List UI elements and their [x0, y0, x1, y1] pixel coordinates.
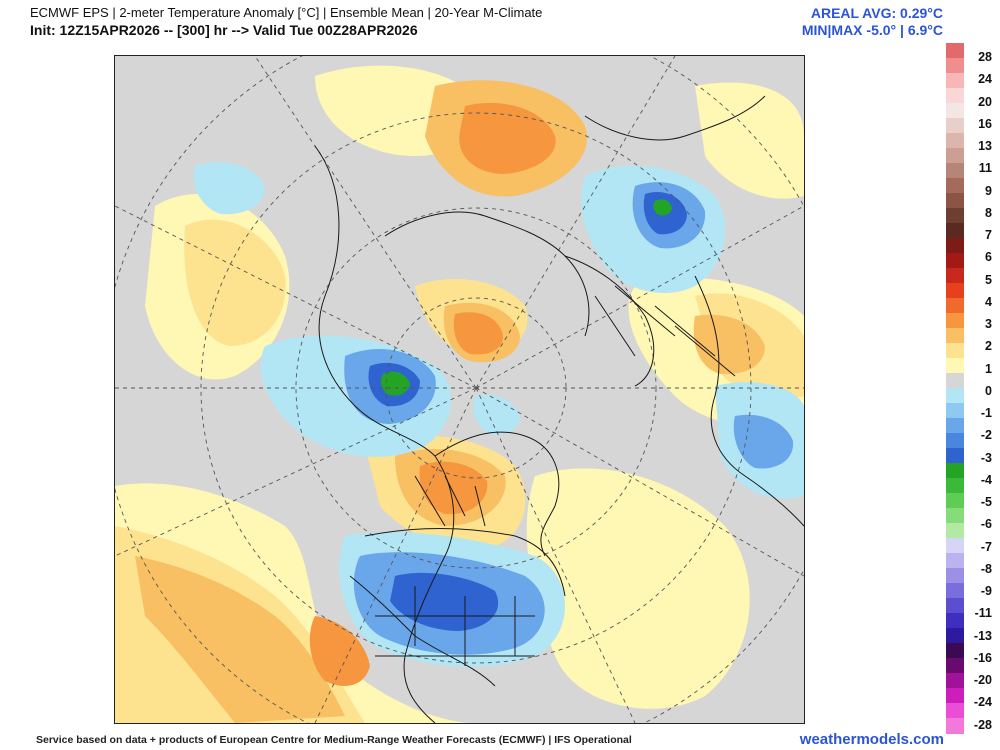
legend-label: -3 — [980, 450, 992, 465]
legend-swatch — [946, 418, 964, 434]
legend-label: 9 — [985, 183, 992, 198]
legend-label: -5 — [980, 495, 992, 510]
legend-swatch — [946, 328, 964, 344]
legend-label: 4 — [985, 294, 992, 309]
legend-swatch — [946, 178, 964, 194]
legend-label: -6 — [980, 517, 992, 532]
legend-swatch — [946, 613, 964, 629]
legend-swatch — [946, 148, 964, 164]
legend-label: -7 — [980, 539, 992, 554]
legend-swatch — [946, 298, 964, 314]
legend-label: 16 — [978, 116, 992, 131]
legend-label: -11 — [974, 606, 992, 621]
legend-swatch — [946, 718, 964, 734]
legend-swatch — [946, 358, 964, 374]
legend-swatch — [946, 343, 964, 359]
legend-swatch — [946, 583, 964, 599]
legend-swatch — [946, 388, 964, 404]
legend-swatch — [946, 448, 964, 464]
coastlines — [314, 95, 804, 723]
legend-label: 3 — [985, 317, 992, 332]
legend-label: -13 — [973, 628, 992, 643]
legend-label: -9 — [980, 584, 992, 599]
legend-swatch — [946, 208, 964, 224]
legend-swatch — [946, 118, 964, 134]
legend-swatch — [946, 313, 964, 329]
polar-stereographic-map — [115, 56, 804, 723]
legend-swatch — [946, 103, 964, 119]
legend-label: 13 — [978, 139, 992, 154]
legend-label: 20 — [978, 94, 992, 109]
legend-label: 5 — [985, 272, 992, 287]
legend-label: -28 — [973, 717, 992, 732]
legend-swatch — [946, 133, 964, 149]
legend-swatch — [946, 193, 964, 209]
legend-swatch — [946, 553, 964, 569]
legend-label: 28 — [978, 50, 992, 64]
legend-swatch — [946, 478, 964, 494]
color-scale-legend: 28 24 20 16 13 11 9 8 7 6 5 4 3 2 1 0 -1 -2 -3 -4 -5 -6 -7 -8 -9… — [946, 43, 998, 734]
legend-swatch — [946, 598, 964, 614]
legend-label: 2 — [985, 339, 992, 354]
legend-swatch — [946, 433, 964, 449]
legend-label: -4 — [980, 472, 992, 487]
legend-swatch — [946, 283, 964, 299]
legend-swatch — [946, 568, 964, 584]
legend-label: 8 — [985, 205, 992, 220]
legend-label: 24 — [978, 72, 992, 87]
legend-swatch — [946, 628, 964, 644]
legend-swatch — [946, 238, 964, 254]
legend-swatch — [946, 688, 964, 704]
warm-anomaly-peak — [309, 102, 556, 686]
legend-swatch — [946, 73, 964, 89]
legend-label: -1 — [980, 406, 992, 421]
legend-label: 6 — [985, 250, 992, 265]
min-max-values: MIN|MAX -5.0° | 6.9°C — [801, 22, 943, 38]
legend-swatch — [946, 673, 964, 689]
legend-swatch — [946, 463, 964, 479]
legend-label: 7 — [985, 228, 992, 243]
legend-swatch — [946, 268, 964, 284]
legend-swatch — [946, 703, 964, 719]
legend-label: -2 — [980, 428, 992, 443]
ecmwf-credit: Service based on data + products of Euro… — [36, 734, 632, 746]
legend-label: -20 — [973, 673, 992, 688]
map-title: ECMWF EPS | 2-meter Temperature Anomaly … — [30, 5, 543, 20]
legend-swatch — [946, 163, 964, 179]
anomaly-map[interactable] — [114, 55, 805, 724]
brand-link[interactable]: weathermodels.com — [799, 731, 944, 748]
legend-swatch — [946, 58, 964, 74]
legend-swatch — [946, 643, 964, 659]
legend-swatch — [946, 223, 964, 239]
legend-label: 0 — [985, 383, 992, 398]
legend-swatch — [946, 43, 964, 59]
legend-swatch — [946, 373, 964, 389]
legend-swatch — [946, 493, 964, 509]
legend-swatch — [946, 658, 964, 674]
legend-swatch — [946, 253, 964, 269]
legend-swatch — [946, 523, 964, 539]
legend-label: -16 — [973, 650, 992, 665]
lat-lon-grid — [115, 56, 804, 723]
legend-label: -24 — [973, 695, 992, 710]
areal-average: AREAL AVG: 0.29°C — [810, 5, 943, 21]
cold-anomaly-peak — [380, 199, 672, 396]
legend-swatch — [946, 88, 964, 104]
legend-swatch — [946, 538, 964, 554]
init-valid-line: Init: 12Z15APR2026 -- [300] hr --> Valid… — [30, 22, 418, 38]
legend-label: 1 — [985, 361, 992, 376]
legend-swatch — [946, 508, 964, 524]
legend-label: -8 — [980, 561, 992, 576]
legend-swatch — [946, 403, 964, 419]
legend-label: 11 — [978, 161, 992, 176]
